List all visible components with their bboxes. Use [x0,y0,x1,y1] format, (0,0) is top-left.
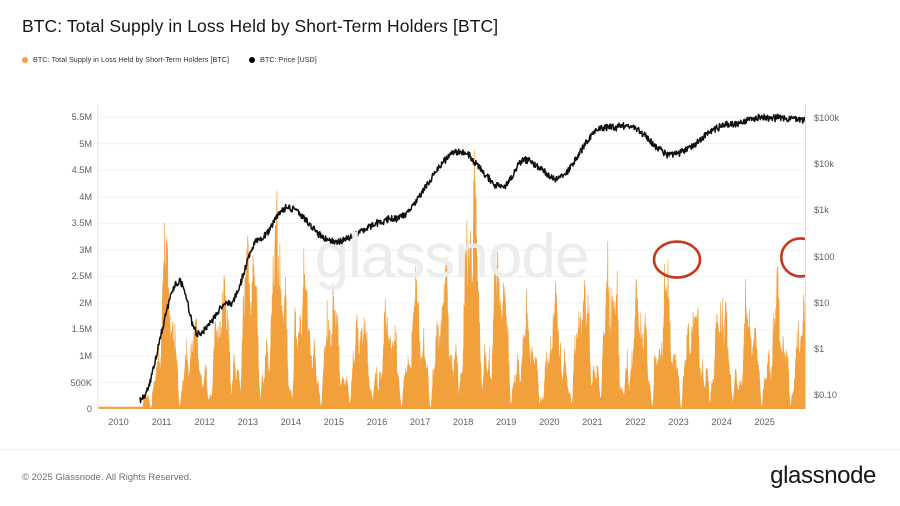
y-axis-right-tick: $10k [814,159,834,169]
highlight-circle-2022 [654,242,700,278]
x-axis-tick: 2014 [281,417,301,427]
highlight-circle-2025 [781,238,806,276]
x-axis-tick: 2023 [668,417,688,427]
x-axis: 2010 2011 2012 2013 2014 2015 2016 2017 2018 2019… [97,417,806,433]
chart-legend: BTC: Total Supply in Loss Held by Short-… [22,55,317,64]
x-axis-tick: 2024 [711,417,731,427]
x-axis-tick: 2012 [194,417,214,427]
x-axis-tick: 2020 [539,417,559,427]
brand-logo: glassnode [770,462,876,490]
x-axis-tick: 2010 [108,417,128,427]
legend-label-supply: BTC: Total Supply in Loss Held by Short-… [33,55,229,64]
legend-item-supply[interactable]: BTC: Total Supply in Loss Held by Short-… [22,55,229,64]
x-axis-tick: 2017 [410,417,430,427]
y-axis-right-tick: $1k [814,205,829,215]
chart-page: BTC: Total Supply in Loss Held by Short-… [0,0,900,506]
footer-divider [0,449,900,450]
y-axis-right-tick: $1 [814,344,824,354]
x-axis-tick: 2011 [152,417,172,427]
x-axis-tick: 2021 [582,417,602,427]
copyright-text: © 2025 Glassnode. All Rights Reserved. [22,472,192,483]
dot-icon [249,57,255,63]
y-axis-left-tick: 5.5M [72,112,92,122]
page-title: BTC: Total Supply in Loss Held by Short-… [22,16,498,37]
y-axis-left-tick: 2M [79,298,92,308]
y-axis-left-tick: 5M [79,139,92,149]
y-axis-left-tick: 1M [79,351,92,361]
chart-canvas [97,104,806,409]
y-axis-left-tick: 1.5M [72,324,92,334]
x-axis-tick: 2013 [238,417,258,427]
plot-area[interactable]: glassnode [97,104,806,409]
x-axis-tick: 2022 [625,417,645,427]
legend-label-price: BTC: Price [USD] [260,55,317,64]
y-axis-right-tick: $10 [814,298,829,308]
y-axis-left-tick: 3M [79,245,92,255]
y-axis-left-tick: 2.5M [72,271,92,281]
x-axis-tick: 2015 [324,417,344,427]
y-axis-left-tick: 0 [87,404,92,414]
x-axis-tick: 2019 [496,417,516,427]
dot-icon [22,57,28,63]
legend-item-price[interactable]: BTC: Price [USD] [249,55,317,64]
y-axis-right-tick: $100 [814,252,834,262]
y-axis-left-tick: 4M [79,192,92,202]
x-axis-tick: 2016 [367,417,387,427]
y-axis-left: 0500K1M1.5M2M2.5M3M3.5M4M4.5M5M5.5M [40,104,92,409]
x-axis-tick: 2025 [754,417,774,427]
x-axis-tick: 2018 [453,417,473,427]
y-axis-right: $0.10 $1 $10 $100 $1k $10k $100k [814,104,884,409]
y-axis-left-tick: 4.5M [72,165,92,175]
y-axis-left-tick: 500K [71,378,92,388]
y-axis-left-tick: 3.5M [72,218,92,228]
y-axis-right-tick: $0.10 [814,390,837,400]
y-axis-right-tick: $100k [814,113,839,123]
